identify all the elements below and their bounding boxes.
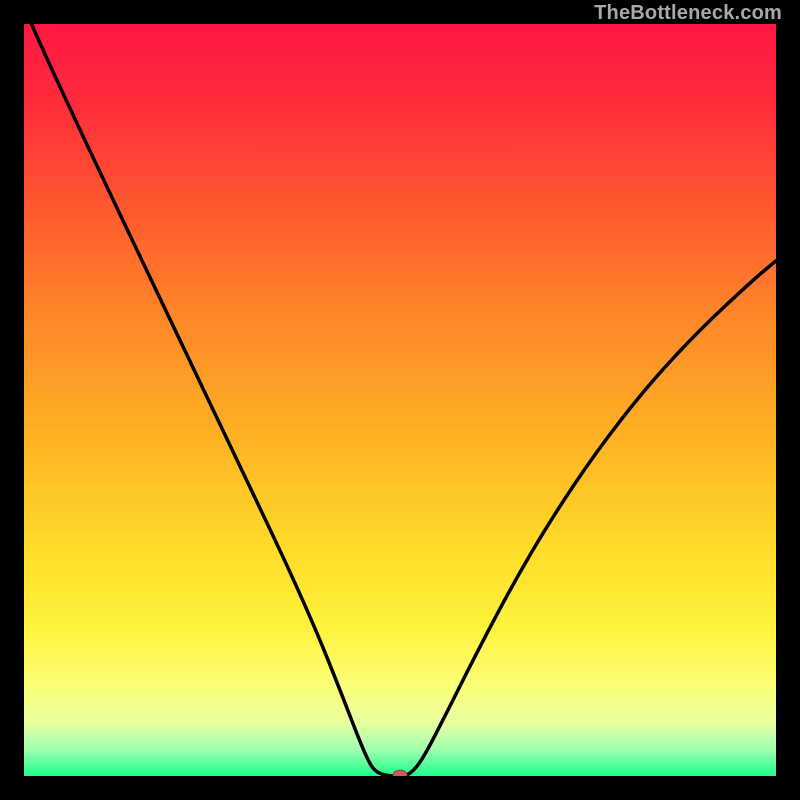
gradient-background: [24, 24, 776, 776]
watermark-text: TheBottleneck.com: [594, 2, 782, 25]
chart-frame: TheBottleneck.com: [0, 0, 800, 800]
bottleneck-chart: [0, 0, 800, 800]
